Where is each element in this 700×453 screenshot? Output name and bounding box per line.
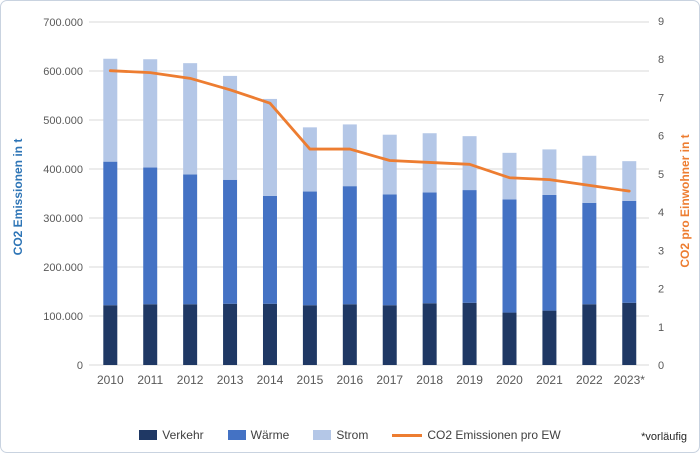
bar-segment-strom [302, 127, 317, 192]
bar-segment-wärme [342, 186, 357, 305]
y-axis-tick-left: 700.000 [43, 17, 83, 29]
bar-segment-wärme [422, 192, 437, 304]
y-axis-tick-right: 5 [658, 169, 664, 181]
bar-segment-strom [183, 63, 198, 175]
y-axis-tick-right: 7 [658, 92, 664, 104]
y-axis-tick-right: 3 [658, 245, 664, 257]
bar-segment-verkehr [342, 304, 357, 365]
y-axis-tick-right: 9 [658, 16, 664, 28]
bar-segment-verkehr [143, 304, 158, 365]
bar-segment-wärme [223, 179, 238, 304]
legend-label: Verkehr [162, 428, 204, 442]
left-axis-title: CO2 Emissionen in t [11, 138, 25, 256]
bar-segment-verkehr [382, 305, 397, 365]
bar-segment-strom [622, 161, 637, 201]
bar-segment-wärme [382, 194, 397, 306]
waerme-swatch-icon [227, 430, 246, 440]
x-axis-label: 2018 [416, 373, 443, 387]
bar-segment-wärme [622, 200, 637, 303]
legend-item-verkehr: Verkehr [139, 428, 204, 442]
legend-item-co2-pro-ew: CO2 Emissionen pro EW [392, 428, 561, 442]
x-axis-label: 2017 [376, 373, 403, 387]
bar-segment-strom [582, 155, 597, 203]
x-axis-label: 2016 [336, 373, 363, 387]
bar-segment-strom [382, 134, 397, 195]
bar-segment-strom [502, 152, 517, 200]
legend-item-strom: Strom [313, 428, 368, 442]
y-axis-tick-right: 2 [658, 284, 664, 296]
x-axis-label: 2023* [614, 373, 646, 387]
x-axis-label: 2010 [97, 373, 124, 387]
x-axis-label: 2020 [496, 373, 523, 387]
bar-segment-strom [223, 75, 238, 180]
bar-segment-wärme [103, 161, 118, 306]
y-axis-tick-left: 400.000 [43, 164, 83, 176]
bar-segment-wärme [262, 195, 277, 304]
bar-segment-verkehr [183, 304, 198, 365]
legend-item-waerme: Wärme [227, 428, 290, 442]
bar-segment-verkehr [422, 303, 437, 365]
y-axis-tick-right: 4 [658, 207, 664, 219]
strom-swatch-icon [313, 430, 332, 440]
y-axis-tick-left: 600.000 [43, 66, 83, 78]
bar-segment-wärme [502, 199, 517, 313]
x-axis-label: 2014 [257, 373, 284, 387]
bar-segment-wärme [462, 190, 477, 303]
legend-label: Wärme [250, 428, 290, 442]
bar-segment-wärme [183, 174, 198, 305]
bar-segment-verkehr [542, 310, 557, 365]
bar-segment-wärme [143, 167, 158, 305]
bar-segment-wärme [582, 202, 597, 305]
y-axis-tick-right: 6 [658, 131, 664, 143]
bar-segment-strom [103, 58, 118, 162]
y-axis-tick-left: 200.000 [43, 262, 83, 274]
bar-segment-verkehr [223, 303, 238, 365]
bar-segment-verkehr [262, 303, 277, 365]
y-axis-tick-left: 500.000 [43, 115, 83, 127]
x-axis-label: 2015 [297, 373, 324, 387]
bar-segment-verkehr [103, 305, 118, 365]
bar-segment-verkehr [462, 302, 477, 365]
legend-label: Strom [336, 428, 369, 442]
bar-segment-verkehr [622, 302, 637, 365]
footnote: *vorläufig [641, 431, 687, 443]
bar-segment-strom [342, 124, 357, 187]
y-axis-tick-right: 8 [658, 54, 664, 66]
x-axis-label: 2021 [536, 373, 563, 387]
y-axis-tick-left: 0 [77, 360, 83, 372]
bar-segment-verkehr [302, 305, 317, 365]
x-axis-label: 2012 [177, 373, 204, 387]
bar-segment-wärme [302, 191, 317, 306]
y-axis-tick-right: 1 [658, 322, 664, 334]
verkehr-swatch-icon [139, 430, 158, 440]
y-axis-tick-left: 300.000 [43, 213, 83, 225]
x-axis-label: 2011 [137, 373, 163, 387]
y-axis-tick-left: 100.000 [43, 311, 83, 323]
x-axis-label: 2019 [456, 373, 483, 387]
x-axis-label: 2022 [576, 373, 603, 387]
bar-segment-strom [143, 59, 158, 168]
bar-segment-strom [262, 98, 277, 196]
bar-segment-verkehr [502, 312, 517, 365]
legend-label: CO2 Emissionen pro EW [427, 428, 561, 442]
bar-segment-strom [542, 149, 557, 195]
right-axis-title: CO2 pro Einwohner in t [678, 134, 692, 268]
legend: Verkehr Wärme Strom CO2 Emissionen pro E… [61, 425, 639, 445]
bar-segment-verkehr [582, 304, 597, 365]
x-axis-label: 2013 [217, 373, 244, 387]
line-swatch-icon [392, 433, 423, 437]
line-series-co2-pro-ew [108, 69, 631, 193]
bar-segment-wärme [542, 194, 557, 311]
y-axis-tick-right: 0 [658, 360, 664, 372]
